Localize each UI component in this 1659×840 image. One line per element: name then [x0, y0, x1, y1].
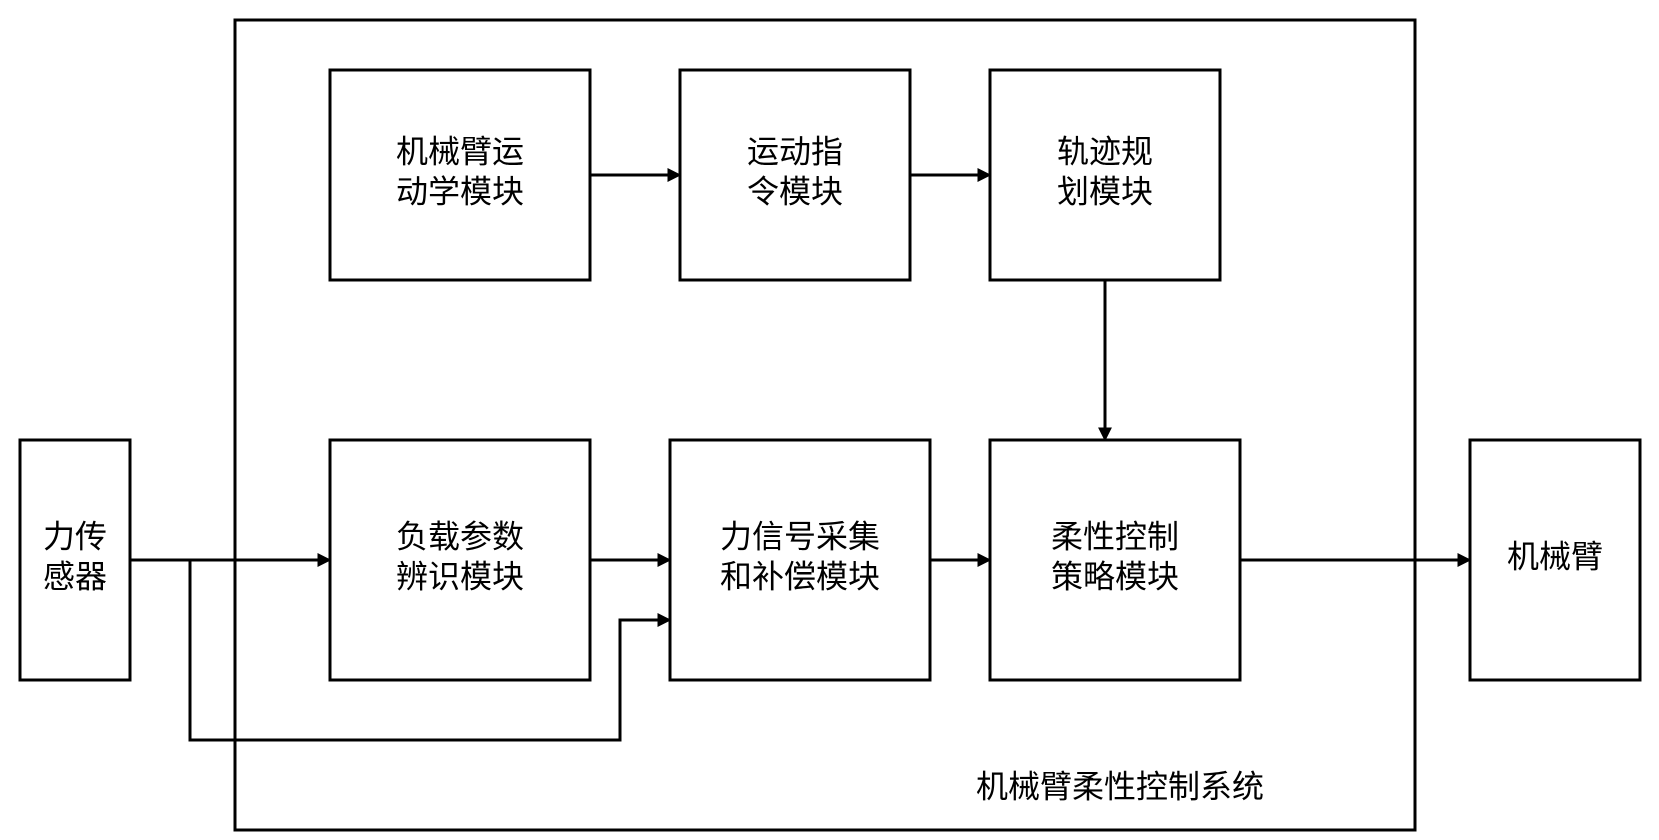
node-sensor: 力传感器: [20, 440, 130, 680]
node-trajectory-label-line-1: 划模块: [1057, 173, 1153, 209]
node-force-comp: 力信号采集和补偿模块: [670, 440, 930, 680]
node-flex-ctrl: 柔性控制策略模块: [990, 440, 1240, 680]
node-arm: 机械臂: [1470, 440, 1640, 680]
node-trajectory: 轨迹规划模块: [990, 70, 1220, 280]
node-force-comp-label-line-0: 力信号采集: [720, 518, 880, 554]
node-kinematics-label-line-0: 机械臂运: [396, 133, 524, 169]
node-command-label-line-1: 令模块: [747, 173, 843, 209]
node-command-label-line-0: 运动指: [747, 133, 843, 169]
system-diagram: 机械臂柔性控制系统力传感器机械臂运动学模块运动指令模块轨迹规划模块负载参数辨识模…: [0, 0, 1659, 840]
node-trajectory-label-line-0: 轨迹规: [1057, 133, 1153, 169]
node-load-id: 负载参数辨识模块: [330, 440, 590, 680]
node-force-comp-label-line-1: 和补偿模块: [720, 558, 880, 594]
node-arm-label-line-0: 机械臂: [1507, 538, 1603, 574]
node-sensor-label-line-0: 力传: [43, 518, 107, 554]
node-sensor-label-line-1: 感器: [43, 558, 107, 594]
node-command: 运动指令模块: [680, 70, 910, 280]
node-kinematics-label-line-1: 动学模块: [396, 173, 524, 209]
node-kinematics: 机械臂运动学模块: [330, 70, 590, 280]
node-load-id-label-line-0: 负载参数: [396, 518, 524, 554]
system-container-label: 机械臂柔性控制系统: [976, 768, 1264, 804]
node-load-id-label-line-1: 辨识模块: [396, 558, 524, 594]
node-flex-ctrl-label-line-0: 柔性控制: [1051, 518, 1179, 554]
node-flex-ctrl-label-line-1: 策略模块: [1051, 558, 1179, 594]
